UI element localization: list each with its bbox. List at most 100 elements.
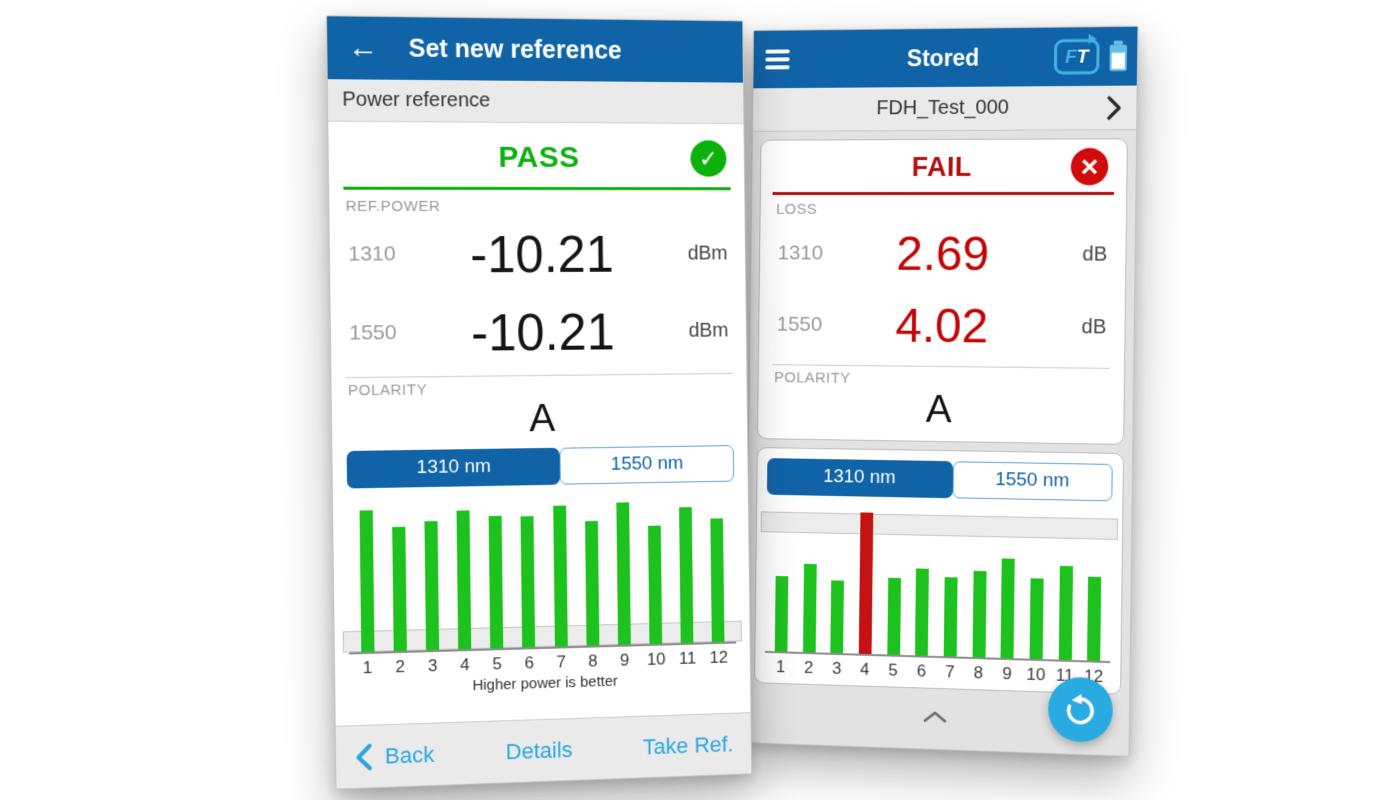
chart-bars	[765, 504, 1112, 661]
ref-power-value: -10.21	[469, 225, 614, 283]
chevron-left-icon	[354, 742, 373, 771]
chart-bar	[858, 512, 874, 654]
chart-tick-label: 8	[588, 651, 598, 671]
chevron-right-icon[interactable]	[1106, 94, 1123, 120]
chart-tick-label: 1	[362, 657, 373, 678]
bar-slot	[767, 504, 797, 652]
unit-label: dBm	[687, 242, 728, 264]
chart-tick-label: 8	[973, 662, 984, 683]
loss-value: 2.69	[896, 227, 990, 281]
wavelength-tabs: 1310 nm 1550 nm	[346, 444, 735, 489]
chart-tick-label: 1	[776, 656, 786, 677]
bar-slot	[349, 500, 384, 652]
bar-slot	[382, 499, 416, 652]
chart-bar	[710, 518, 725, 643]
chart-tick-label: 3	[427, 655, 438, 676]
take-ref-button[interactable]: Take Ref.	[643, 731, 734, 760]
page-title: Stored	[906, 44, 980, 71]
check-icon: ✓	[690, 140, 727, 177]
subheader-label: Power reference	[342, 88, 491, 112]
divider	[345, 372, 733, 379]
details-button-label: Details	[505, 736, 573, 764]
tab-1550nm[interactable]: 1550 nm	[952, 461, 1113, 502]
bar-slot	[1050, 510, 1081, 660]
menu-icon[interactable]	[765, 49, 790, 70]
section-label: LOSS	[776, 200, 818, 218]
wavelength-label: 1550	[349, 321, 397, 345]
chart-bar	[552, 505, 568, 647]
measurement-row: 1310 2.69 dB	[760, 218, 1126, 291]
result-card: FAIL × LOSS 1310 2.69 dB 1550 4.02 dB PO…	[756, 138, 1128, 445]
tab-1550nm[interactable]: 1550 nm	[559, 444, 735, 485]
tab-1310nm[interactable]: 1310 nm	[766, 457, 953, 499]
details-button[interactable]: Details	[506, 736, 573, 764]
bar-slot	[701, 493, 734, 643]
wavelength-label: 1310	[777, 241, 824, 265]
chart-bar	[1000, 558, 1015, 659]
chart-bar	[943, 577, 958, 657]
unit-label: dB	[1081, 315, 1107, 338]
reference-header: ← Set new reference	[327, 16, 743, 83]
polarity-value: A	[529, 396, 556, 441]
chart-bar	[648, 525, 663, 644]
wavelength-tabs: 1310 nm 1550 nm	[766, 457, 1113, 502]
status-label: PASS	[498, 140, 580, 175]
divider	[772, 364, 1110, 369]
back-button[interactable]: Back	[354, 740, 434, 771]
chart-bar	[774, 576, 789, 652]
stored-body: FAIL × LOSS 1310 2.69 dB 1550 4.02 dB PO…	[746, 130, 1137, 756]
back-arrow-icon[interactable]: ←	[347, 30, 379, 65]
polarity-value: A	[925, 387, 952, 432]
measurement-row: 1310 -10.21 dBm	[329, 215, 745, 294]
chart-tick-label: 6	[916, 661, 927, 681]
chart-bar	[1029, 578, 1044, 659]
file-selector-row[interactable]: FDH_Test_000	[752, 85, 1137, 132]
chart-plot	[342, 493, 742, 655]
chevron-up-icon[interactable]	[922, 710, 948, 723]
chart-bar	[1087, 576, 1102, 661]
chart-bar	[488, 515, 504, 649]
bar-slot	[670, 494, 703, 643]
tab-1310nm[interactable]: 1310 nm	[346, 447, 560, 489]
chart-bars	[347, 493, 736, 652]
chart-tick-label: 2	[395, 656, 406, 677]
bar-slot	[414, 499, 448, 651]
status-row: PASS ✓	[328, 134, 744, 181]
chart-tick-label: 4	[460, 654, 470, 675]
loss-bar-chart: 1 2 3 4 5 6 7 8 9 10 11 12	[760, 504, 1119, 687]
bar-slot	[1022, 510, 1053, 660]
undo-icon	[1061, 690, 1100, 730]
subheader: Power reference	[327, 79, 744, 125]
bar-slot	[879, 507, 909, 655]
bar-slot	[479, 497, 513, 649]
chart-bar	[1058, 565, 1073, 660]
back-button-label: Back	[384, 741, 435, 769]
bar-slot	[936, 508, 966, 657]
reference-footer: Back Details Take Ref.	[335, 712, 752, 789]
chart-bar	[830, 580, 845, 654]
bar-slot	[511, 497, 545, 648]
bar-slot	[907, 507, 937, 656]
status-row: FAIL ×	[761, 143, 1127, 190]
bar-slot	[964, 508, 994, 658]
chart-tick-label: 2	[803, 657, 814, 677]
chart-tick-label: 5	[888, 660, 898, 680]
bar-slot	[1079, 511, 1110, 661]
chart-bar	[456, 510, 472, 650]
reference-body: PASS ✓ REF.POWER 1310 -10.21 dBm 1550 -1…	[328, 122, 750, 699]
chart-plot	[760, 504, 1119, 663]
logo-arrow	[1088, 33, 1097, 44]
chart-card: 1310 nm 1550 nm 1 2 3 4 5 6 7 8 9 10 11 12	[753, 446, 1125, 695]
chart-tick-label: 3	[831, 658, 842, 678]
ref-power-value: -10.21	[470, 303, 615, 362]
chart-tick-label: 4	[860, 659, 870, 679]
status-label: FAIL	[911, 151, 972, 182]
chart-tick-label: 11	[678, 648, 697, 668]
chart-tick-label: 12	[709, 647, 729, 667]
chart-tick-label: 5	[492, 654, 503, 674]
chart-tick-label: 10	[646, 649, 666, 669]
chart-tick-label: 7	[556, 652, 566, 672]
